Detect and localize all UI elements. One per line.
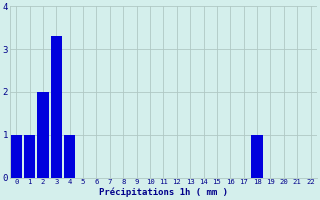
- Bar: [64, 135, 76, 178]
- Bar: [24, 135, 35, 178]
- Bar: [251, 135, 263, 178]
- Bar: [37, 92, 49, 178]
- Bar: [11, 135, 22, 178]
- Bar: [51, 36, 62, 178]
- X-axis label: Précipitations 1h ( mm ): Précipitations 1h ( mm ): [99, 188, 228, 197]
